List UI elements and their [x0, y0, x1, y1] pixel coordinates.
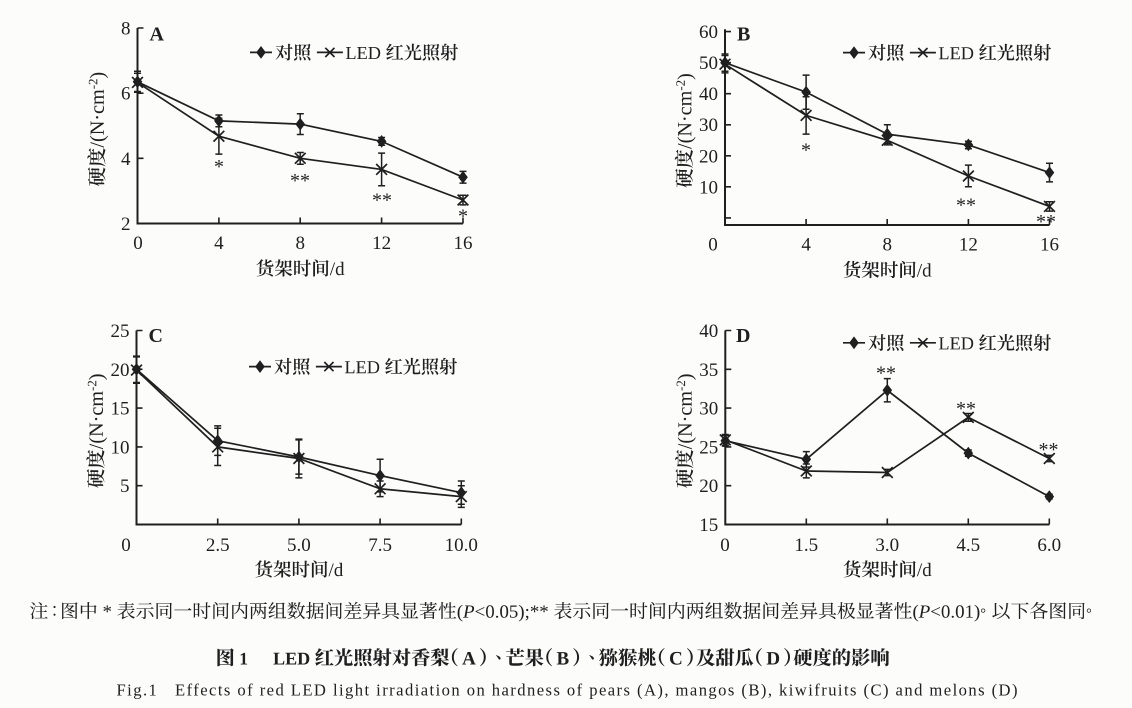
- svg-text:12: 12: [959, 235, 978, 256]
- svg-text:1.5: 1.5: [794, 535, 818, 556]
- svg-text:**: **: [372, 190, 392, 212]
- svg-text:4: 4: [121, 149, 131, 170]
- svg-text:25: 25: [699, 437, 718, 458]
- svg-text:10: 10: [111, 437, 130, 458]
- svg-text:*: *: [214, 156, 224, 178]
- svg-text:Fig.1 Effects of red LED lig: Fig.1 Effects of red LED light irradiati…: [117, 681, 1018, 700]
- svg-text:**: **: [956, 195, 976, 217]
- svg-text:B: B: [737, 24, 750, 46]
- svg-text:0: 0: [720, 535, 730, 556]
- svg-text:10.0: 10.0: [445, 535, 478, 556]
- svg-text:40: 40: [699, 84, 718, 105]
- svg-text:20: 20: [699, 476, 718, 497]
- svg-text:**: **: [876, 363, 896, 385]
- svg-text:*: *: [458, 206, 468, 228]
- svg-text:35: 35: [699, 360, 718, 381]
- svg-text:5: 5: [120, 476, 130, 497]
- svg-text:8: 8: [295, 233, 305, 254]
- svg-text:12: 12: [372, 233, 391, 254]
- svg-text:4: 4: [214, 233, 224, 254]
- svg-text:10: 10: [699, 177, 718, 198]
- svg-text:5.0: 5.0: [287, 535, 311, 556]
- svg-text:2.5: 2.5: [206, 535, 230, 556]
- svg-text:6.0: 6.0: [1037, 535, 1061, 556]
- svg-text:4: 4: [801, 235, 811, 256]
- svg-text:7.5: 7.5: [368, 535, 392, 556]
- svg-text:0: 0: [121, 535, 131, 556]
- svg-text:8: 8: [121, 19, 131, 40]
- svg-text:50: 50: [699, 53, 718, 74]
- svg-text:8: 8: [882, 235, 892, 256]
- svg-text:*: *: [801, 140, 811, 162]
- svg-text:A: A: [150, 24, 165, 46]
- svg-text:20: 20: [699, 146, 718, 167]
- svg-text:15: 15: [111, 399, 130, 420]
- svg-text:3.0: 3.0: [875, 535, 899, 556]
- svg-text:**: **: [1039, 439, 1059, 461]
- svg-text:16: 16: [1040, 235, 1059, 256]
- svg-text:6: 6: [121, 84, 131, 105]
- svg-text:15: 15: [699, 515, 718, 536]
- svg-text:30: 30: [699, 399, 718, 420]
- svg-text:25: 25: [111, 321, 130, 342]
- svg-text:30: 30: [699, 115, 718, 136]
- svg-text:D: D: [736, 325, 750, 347]
- svg-text:4.5: 4.5: [956, 535, 980, 556]
- svg-text:40: 40: [699, 321, 718, 342]
- svg-text:2: 2: [121, 214, 131, 235]
- svg-text:16: 16: [454, 233, 473, 254]
- svg-text:60: 60: [699, 22, 718, 43]
- svg-text:C: C: [149, 325, 163, 347]
- svg-text:**: **: [956, 398, 976, 420]
- svg-text:0: 0: [133, 233, 143, 254]
- svg-text:**: **: [1036, 211, 1056, 233]
- svg-text:0: 0: [708, 235, 718, 256]
- svg-text:**: **: [290, 170, 310, 192]
- svg-text:20: 20: [111, 360, 130, 381]
